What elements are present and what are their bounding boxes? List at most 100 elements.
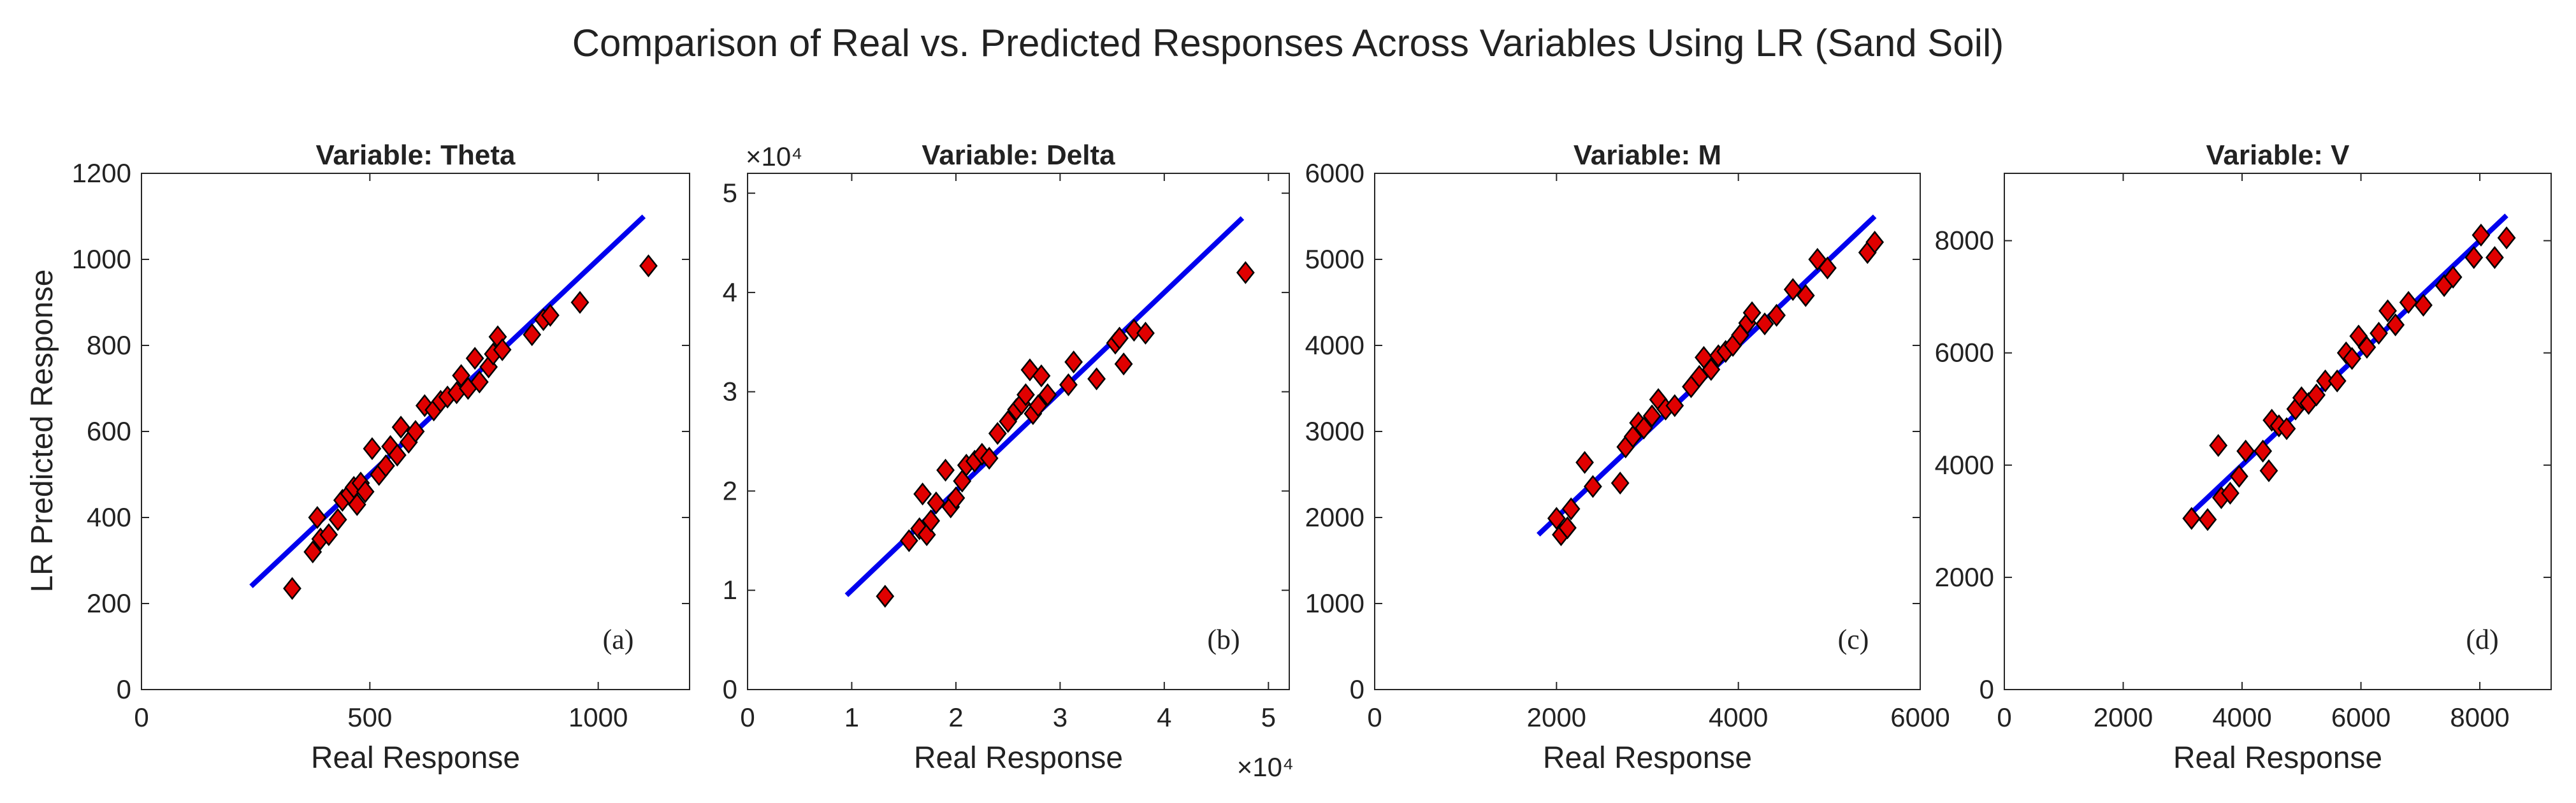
- panel-delta-data-point: [1087, 367, 1106, 391]
- panel-m-data-point: [1755, 312, 1774, 336]
- panel-delta-data-point: [927, 491, 946, 515]
- panel-theta-data-point: [465, 347, 484, 370]
- panel-delta: Variable: Delta Real Response ×10⁴ ×10⁴ …: [723, 140, 1294, 782]
- panel-delta-data-point: [999, 410, 1018, 433]
- panel-delta-data-point: [1114, 352, 1133, 376]
- panel-v-title: Variable: V: [2206, 140, 2350, 171]
- panel-m: Variable: M Real Response 0 2000 4000 6000 0…: [1305, 140, 1950, 775]
- panel-v-data-point: [2277, 417, 2296, 440]
- panel-v-xtick-label: 0: [1997, 702, 2011, 732]
- panel-delta-ytick-label: 3: [723, 377, 737, 407]
- panel-m-data-point: [1783, 278, 1802, 301]
- panel-theta-ytick-label: 1000: [72, 244, 131, 274]
- panel-delta-xtick-label: 1: [844, 702, 859, 732]
- panel-v-data-point: [2399, 291, 2418, 314]
- panel-delta-data-point: [876, 584, 895, 608]
- panel-delta-data-point: [922, 509, 941, 533]
- panel-m-xtick-label: 4000: [1709, 702, 1768, 732]
- panel-m-data-point: [1742, 301, 1762, 324]
- panel-theta-ylabel: LR Predicted Response: [25, 270, 59, 593]
- panel-m-ytick-label: 2000: [1305, 502, 1364, 532]
- panel-v-data-point: [2370, 321, 2388, 345]
- panel-m-ytick-label: 3000: [1305, 416, 1364, 446]
- panel-v-xtick-label: 4000: [2212, 702, 2271, 732]
- panel-v-data-point: [2464, 246, 2484, 270]
- panel-v-data-point: [2236, 439, 2255, 463]
- panel-m-data-point: [1767, 303, 1786, 327]
- panel-m-ytick-label: 4000: [1305, 330, 1364, 360]
- panel-delta-xlabel: Real Response: [914, 741, 1123, 775]
- panel-theta-data-point: [319, 523, 338, 547]
- panel-m-data-point: [1610, 471, 1630, 495]
- panel-theta-xtick-label: 1000: [568, 702, 628, 732]
- panel-theta-ytick-label: 400: [87, 502, 131, 532]
- panel-delta-xtick-label: 5: [1261, 702, 1276, 732]
- panel-m-data-point: [1818, 256, 1837, 280]
- panel-theta: Variable: Theta Real Response LR Predict…: [25, 140, 690, 775]
- panel-v-data-point: [2443, 265, 2463, 289]
- panel-v-xtick-label: 2000: [2094, 702, 2153, 732]
- panel-delta-data-point: [980, 447, 999, 470]
- panel-v-fit-line: [2187, 213, 2508, 517]
- panel-m-ytick-label: 5000: [1305, 244, 1364, 274]
- panel-v-letter: (d): [2466, 624, 2498, 655]
- panel-theta-data-point: [406, 419, 425, 444]
- panel-v-data-point: [2209, 434, 2228, 458]
- panel-theta-ytick-label: 0: [117, 674, 131, 704]
- panel-m-data-point: [1561, 497, 1581, 521]
- panel-theta-data-point: [363, 437, 382, 461]
- panel-v-data-point: [2414, 293, 2433, 317]
- panel-v-data-point: [2254, 439, 2273, 463]
- panel-v-xtick-label: 8000: [2450, 702, 2509, 732]
- panel-v-ytick-label: 4000: [1935, 450, 1994, 480]
- panel-v-xlabel: Real Response: [2173, 741, 2382, 775]
- panel-theta-xtick-label: 500: [347, 702, 392, 732]
- panel-v-data-point: [2182, 507, 2201, 530]
- panel-v-ytick-label: 2000: [1935, 562, 1994, 592]
- panel-theta-ytick-label: 800: [87, 330, 131, 360]
- panel-theta-data-point: [570, 291, 590, 314]
- panel-m-ytick-label: 1000: [1305, 588, 1364, 618]
- panel-v-data-point: [2378, 299, 2397, 322]
- panel-delta-ytick-label: 1: [723, 575, 737, 605]
- panel-v-data-point: [2259, 459, 2278, 482]
- panel-theta-title: Variable: Theta: [315, 140, 516, 171]
- panel-m-data-point: [1642, 404, 1661, 428]
- panel-m-data-point: [1865, 230, 1885, 254]
- panel-theta-data-point: [303, 540, 322, 564]
- panel-theta-letter: (a): [603, 624, 634, 655]
- panel-delta-data-point: [1136, 321, 1155, 345]
- panel-m-data-point: [1575, 451, 1594, 474]
- panel-m-data-point: [1665, 394, 1684, 417]
- panel-delta-ytick-label: 2: [723, 475, 737, 505]
- panel-delta-xtick-label: 3: [1053, 702, 1067, 732]
- panel-delta-data-point: [946, 486, 966, 510]
- panel-delta-ytick-label: 5: [723, 178, 737, 208]
- panel-v-data-point: [2327, 369, 2347, 393]
- panel-v-data-point: [2486, 246, 2504, 270]
- panel-delta-data-point: [913, 482, 932, 506]
- panel-theta-ytick-label: 1200: [72, 158, 131, 188]
- panel-v-data-point: [2229, 465, 2248, 488]
- panel-m-letter: (c): [1838, 624, 1869, 655]
- panel-m-data-point: [1796, 284, 1815, 307]
- panel-m-data-point: [1702, 358, 1721, 381]
- panel-theta-ytick-label: 200: [87, 588, 131, 618]
- panel-v-ytick-label: 6000: [1935, 338, 1994, 368]
- panel-v-ytick-label: 0: [1979, 674, 1994, 704]
- panel-delta-data-point: [1017, 383, 1035, 407]
- panel-theta-data-point: [391, 416, 410, 439]
- panel-theta-data-point: [639, 254, 658, 278]
- panel-delta-data-point: [1038, 383, 1057, 407]
- panel-delta-ytick-label: 4: [723, 277, 737, 307]
- panel-v-data-point: [2357, 335, 2377, 359]
- panel-v-data-point: [2198, 508, 2217, 532]
- panel-theta-xlabel: Real Response: [311, 741, 520, 775]
- panel-theta-data-point: [493, 338, 512, 361]
- panel-delta-data-point: [936, 458, 955, 482]
- panel-m-xtick-label: 0: [1367, 702, 1382, 732]
- panel-delta-data-point: [1029, 394, 1048, 417]
- panel-theta-data-point: [356, 480, 375, 503]
- panel-theta-data-point: [470, 370, 489, 394]
